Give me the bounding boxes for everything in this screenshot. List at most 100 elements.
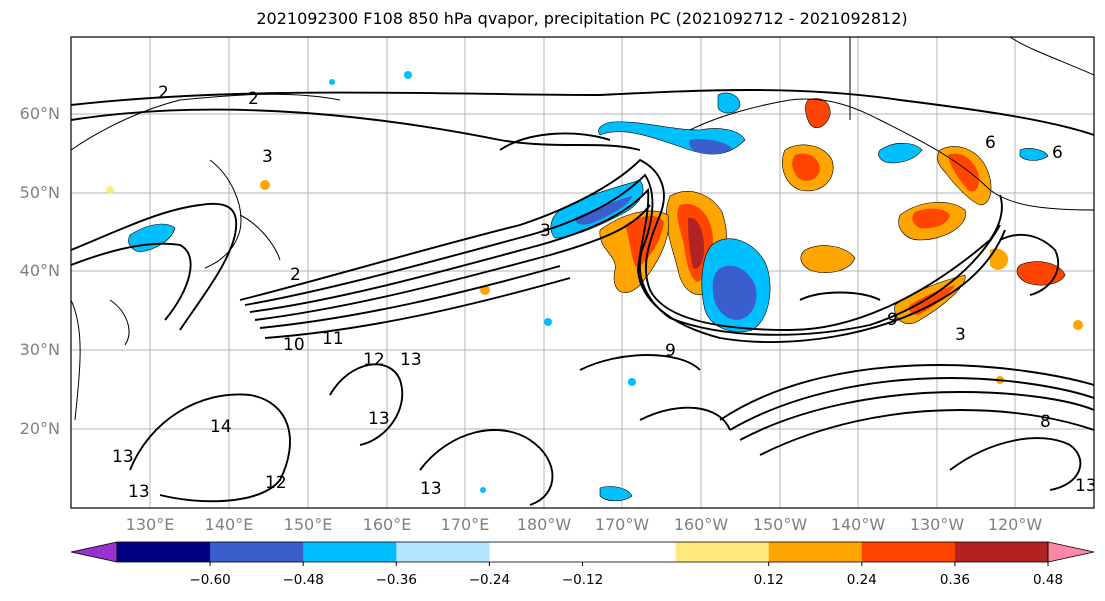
negative-anomaly-area	[712, 265, 757, 320]
contour-line	[259, 265, 561, 329]
colorbar-swatch	[396, 542, 490, 562]
contour-line	[799, 291, 881, 301]
colorbar-tick-label: 0.12	[753, 572, 784, 588]
colorbar-extend-max	[1047, 541, 1095, 563]
longitude-label: 170°E	[440, 515, 490, 534]
contour-line	[999, 233, 1060, 296]
longitude-label: 120°W	[987, 515, 1043, 534]
contour-labels: 2 2 2 3 3 6 6 9 9 10 11 12 13 13 14 13 13 12 13 8 3 13	[112, 83, 1094, 502]
colorbar-swatch	[954, 542, 1049, 562]
contour-line	[579, 354, 701, 371]
contour-line	[949, 437, 1082, 491]
contour-line	[499, 132, 611, 151]
colorbar-swatch	[861, 542, 956, 562]
coastline	[239, 214, 281, 261]
colorbar-swatch	[303, 542, 397, 562]
positive-anomaly-area	[260, 180, 270, 190]
positive-anomaly-area	[800, 245, 856, 273]
coastline	[71, 93, 341, 151]
negative-anomaly-area	[878, 142, 923, 164]
contour-label: 14	[210, 417, 232, 437]
longitude-label: 160°E	[362, 515, 412, 534]
map-background	[71, 37, 1094, 508]
colorbar-tick-label: 0.48	[1032, 572, 1064, 588]
negative-anomaly-area	[329, 79, 335, 85]
colorbar-tick-label: −0.12	[561, 572, 604, 588]
contour-line	[239, 158, 1003, 331]
contour-label: 6	[1052, 143, 1063, 163]
contour-label: 2	[248, 89, 259, 109]
contour-line	[639, 406, 731, 431]
contour-line	[244, 173, 1001, 336]
precipitation-shading	[106, 71, 1083, 502]
qvapor-contours	[71, 89, 1094, 506]
contour-line	[71, 202, 238, 331]
contour-label: 10	[283, 335, 305, 355]
contour-label: 3	[955, 325, 966, 345]
contour-line	[129, 393, 291, 503]
coastlines	[71, 37, 1094, 421]
positive-anomaly-area	[908, 285, 955, 315]
contour-label: 13	[400, 350, 422, 370]
colorbar-tick-label: −0.60	[189, 572, 231, 588]
contour-label: 2	[158, 83, 169, 103]
contour-line	[71, 242, 192, 321]
colorbar-swatch	[675, 542, 770, 562]
negative-anomaly-area	[404, 71, 412, 79]
contour-label: 13	[368, 409, 390, 429]
negative-anomaly-area	[575, 196, 632, 225]
contour-line	[71, 108, 641, 151]
contour-line	[759, 409, 1094, 456]
contour-line	[71, 89, 1094, 136]
longitude-label: 160°W	[673, 515, 729, 534]
longitude-label: 180°W	[516, 515, 572, 534]
negative-anomaly-area	[717, 92, 741, 114]
longitude-label: 130°W	[909, 515, 965, 534]
colorbar	[70, 541, 1095, 566]
colorbar-swatch	[210, 542, 304, 562]
latitude-label: 30°N	[19, 340, 60, 359]
coastline	[689, 98, 1094, 211]
contour-label: 9	[665, 341, 676, 361]
longitude-label: 140°W	[830, 515, 886, 534]
negative-anomaly-area	[628, 378, 636, 386]
contour-line	[254, 204, 651, 321]
contour-line	[329, 363, 404, 446]
contour-label: 13	[128, 482, 150, 502]
latitude-label: 60°N	[19, 104, 60, 123]
contour-label: 13	[420, 479, 442, 499]
positive-anomaly-area	[990, 248, 1009, 270]
contour-line	[249, 187, 1006, 343]
colorbar-tick-label: −0.24	[468, 572, 511, 588]
positive-anomaly-area	[106, 186, 114, 194]
colorbar-tick-label: 0.24	[846, 572, 877, 588]
contour-line	[264, 277, 571, 339]
contour-line	[419, 429, 554, 506]
latitude-label: 40°N	[19, 261, 60, 280]
positive-anomaly-area	[792, 153, 820, 181]
longitude-label: 170°W	[594, 515, 650, 534]
positive-anomaly-area	[1073, 320, 1083, 330]
colorbar-tick-label: −0.36	[375, 572, 417, 588]
colorbar-swatch	[489, 542, 583, 562]
negative-anomaly-area	[480, 487, 486, 493]
contour-label: 11	[322, 329, 344, 349]
latitude-label: 50°N	[19, 183, 60, 202]
contour-line	[729, 377, 1094, 431]
coastline	[204, 159, 242, 269]
longitude-label: 150°W	[752, 515, 808, 534]
positive-anomaly-area	[948, 153, 980, 192]
colorbar-swatch	[117, 542, 211, 562]
latitude-label: 20°N	[19, 419, 60, 438]
contour-label: 8	[1040, 412, 1051, 432]
longitude-label: 140°E	[204, 515, 254, 534]
negative-anomaly-area	[544, 318, 552, 326]
colorbar-extend-min	[70, 541, 118, 563]
colorbar-tick-label: −0.48	[282, 572, 324, 588]
colorbar-tick-label: 0.36	[939, 572, 970, 588]
negative-anomaly-area	[599, 486, 633, 502]
contour-label: 12	[363, 350, 385, 370]
colorbar-swatch	[768, 542, 863, 562]
negative-anomaly-area	[1019, 148, 1049, 161]
